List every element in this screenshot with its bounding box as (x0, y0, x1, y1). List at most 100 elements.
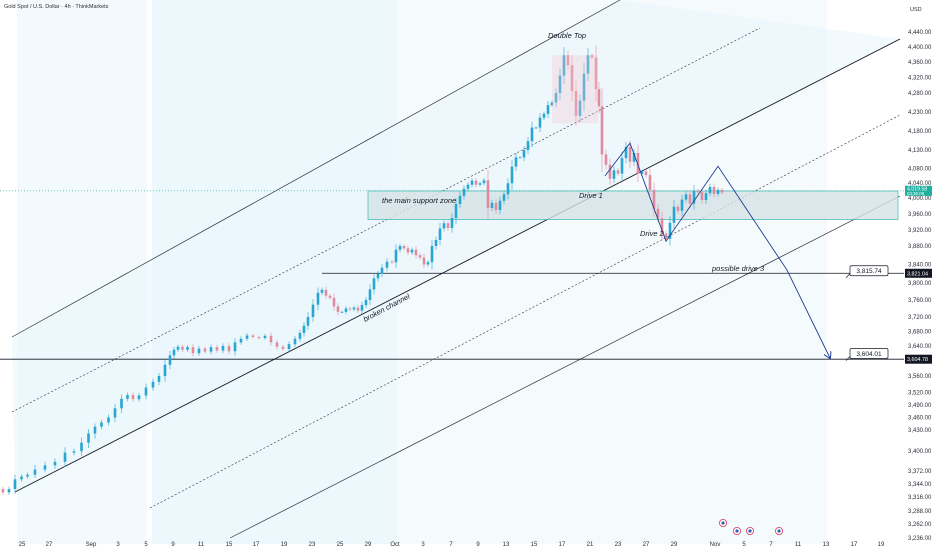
candle-body (720, 189, 724, 193)
candle-body (554, 93, 558, 103)
y-tick-label: 3,960.00 (908, 212, 932, 218)
candle-body (100, 422, 103, 427)
candle-body (352, 307, 356, 310)
chart-title: Gold Spot / U.S. Dollar · 4h · ThinkMark… (4, 4, 109, 10)
level-axis-label: 3,604.78 (907, 357, 928, 363)
y-tick-label: 3,430.00 (908, 428, 932, 434)
x-tick-label: 17 (559, 542, 566, 548)
candle-body (652, 189, 656, 209)
candle-body (620, 158, 624, 174)
candle-body (590, 55, 594, 58)
candle-body (356, 307, 360, 311)
y-tick-label: 4,320.00 (908, 76, 932, 82)
candle-body (454, 204, 458, 218)
candle-body (514, 157, 518, 167)
y-tick-label: 3,236.00 (908, 536, 932, 542)
y-tick-label: 3,560.00 (908, 374, 932, 380)
candle-body (562, 55, 566, 76)
y-tick-label: 3,880.00 (908, 244, 932, 250)
candle-body (332, 297, 336, 307)
y-tick-label: 3,288.00 (908, 509, 932, 515)
countdown-label: 03:36:09 (907, 191, 925, 196)
currency-label: USD (910, 7, 922, 13)
candle-body (376, 273, 380, 279)
y-tick-label: 3,372.00 (908, 469, 932, 475)
x-tick-label: 15 (226, 542, 233, 548)
channel-layer (11, 0, 901, 539)
candle-body (594, 57, 598, 90)
candle-body (624, 146, 628, 159)
x-tick-label: 17 (253, 542, 260, 548)
candle-body (364, 300, 368, 306)
candle-body (316, 292, 320, 305)
x-tick-label: 19 (281, 542, 288, 548)
candle-layer (1, 45, 724, 495)
candle-body (293, 338, 297, 345)
y-tick-label: 3,490.00 (908, 403, 932, 409)
candle-body (672, 206, 676, 223)
candle-body (542, 113, 546, 118)
candle-body (63, 452, 67, 462)
candle-body (233, 342, 237, 352)
candle-body (394, 249, 398, 263)
candle-body (215, 347, 219, 351)
candle-body (348, 308, 352, 310)
candle-body (450, 218, 454, 228)
candle-body (688, 194, 692, 204)
candle-body (93, 426, 97, 434)
candle-body (324, 289, 328, 296)
candle-body (320, 289, 324, 293)
channel-lower-mid-line (149, 114, 901, 509)
channel-outer-line (229, 195, 901, 539)
candle-body (628, 146, 632, 162)
candle-body (550, 102, 554, 106)
x-tick-label: Sep (86, 542, 97, 548)
candle-body (478, 183, 482, 185)
candle-body (716, 189, 720, 194)
candle-body (281, 346, 285, 349)
event-flag-icon-center (777, 529, 781, 533)
candle-body (648, 175, 652, 190)
candle-body (368, 289, 372, 300)
x-tick-label: 25 (19, 542, 26, 548)
level-callout-box (849, 348, 889, 359)
candle-body (20, 476, 23, 480)
x-tick-label: 27 (643, 542, 650, 548)
candle-body (414, 249, 418, 256)
x-tick-label: 3 (116, 542, 120, 548)
y-tick-label: 4,440.00 (908, 30, 932, 36)
y-tick-label: 3,344.00 (908, 482, 932, 488)
annotation-label: possible drive 3 (711, 264, 765, 273)
candle-body (385, 261, 389, 268)
x-tick-label: 21 (587, 542, 594, 548)
candle-body (13, 479, 17, 490)
candle-body (644, 171, 648, 176)
candle-body (546, 105, 550, 114)
candle-body (221, 346, 225, 351)
candle-body (474, 180, 478, 185)
candle-body (269, 335, 273, 343)
candle-body (676, 206, 680, 211)
annotation-label: Drive 2 (640, 229, 665, 238)
candle-body (390, 261, 394, 263)
candle-body (53, 461, 57, 466)
y-tick-label: 3,460.00 (908, 416, 932, 422)
x-tick-label: 19 (878, 542, 885, 548)
event-flag-icon-center (748, 529, 752, 533)
event-flag-icon-center (721, 521, 725, 525)
candle-body (398, 246, 402, 250)
candle-body (191, 347, 195, 354)
y-tick-label: 4,130.00 (908, 148, 932, 154)
candle-body (700, 192, 704, 200)
x-tick-label: 17 (851, 542, 858, 548)
y-tick-label: 3,720.00 (908, 315, 932, 321)
candle-body (632, 152, 636, 162)
projection-layer (604, 142, 830, 358)
candle-body (578, 100, 582, 116)
candle-body (684, 194, 688, 200)
candle-body (664, 233, 668, 239)
candle-body (660, 218, 664, 234)
y-tick-label: 3,262.00 (908, 522, 932, 528)
